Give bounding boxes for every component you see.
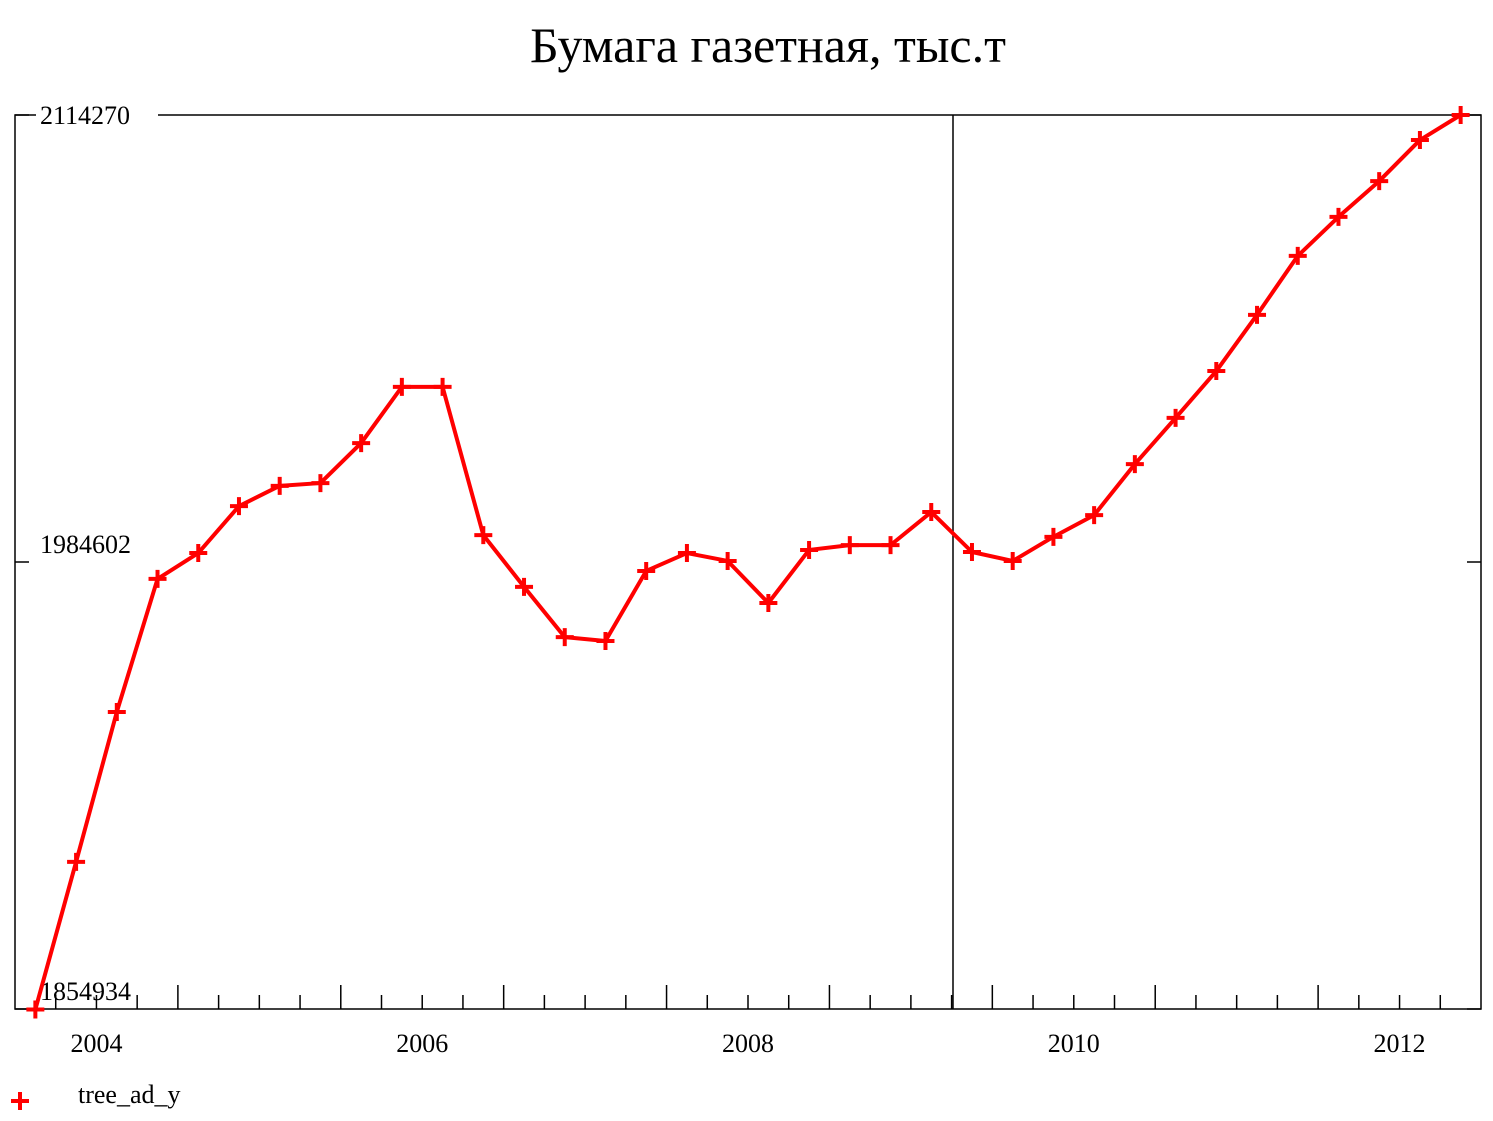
series-line <box>33 113 1462 1010</box>
point-marker <box>352 434 371 453</box>
legend-marker <box>11 1092 29 1110</box>
point-marker <box>840 536 859 555</box>
point-marker <box>637 561 656 580</box>
point-marker <box>759 594 778 613</box>
point-marker <box>881 536 900 555</box>
point-marker <box>1451 106 1470 124</box>
point-marker <box>189 544 208 563</box>
point-marker <box>1003 551 1022 570</box>
point-marker <box>1125 455 1144 474</box>
x-tick-label: 2006 <box>396 1029 448 1058</box>
point-marker <box>311 474 330 493</box>
point-marker <box>107 702 126 721</box>
point-marker <box>962 543 981 562</box>
point-marker <box>392 377 411 396</box>
x-tick-label: 2010 <box>1048 1029 1100 1058</box>
y-tick-label: 1854934 <box>40 977 131 1006</box>
point-marker <box>1085 506 1104 525</box>
y-tick-label: 2114270 <box>40 101 130 130</box>
point-marker <box>229 497 248 516</box>
point-marker <box>596 631 615 650</box>
chart-title: Бумага газетная, тыс.т <box>530 17 1006 73</box>
point-marker <box>922 503 941 522</box>
point-marker <box>718 551 737 570</box>
point-marker <box>148 569 167 588</box>
plot-frame <box>14 114 1482 1010</box>
point-marker <box>800 540 819 559</box>
point-marker <box>515 577 534 596</box>
point-marker <box>1288 246 1307 265</box>
x-tick-label: 2008 <box>722 1029 774 1058</box>
point-marker <box>1370 172 1389 191</box>
label-bg <box>36 101 158 129</box>
point-marker <box>555 628 574 647</box>
point-marker <box>1329 207 1348 226</box>
point-marker <box>1248 305 1267 324</box>
x-tick-label: 2012 <box>1374 1029 1426 1058</box>
point-marker <box>474 526 493 545</box>
point-marker <box>1410 131 1429 150</box>
point-marker <box>1166 408 1185 427</box>
x-tick-label: 2004 <box>70 1029 122 1058</box>
point-marker <box>67 852 86 871</box>
point-marker <box>1044 527 1063 546</box>
point-marker <box>433 377 452 396</box>
point-marker <box>270 476 289 495</box>
y-tick-label: 1984602 <box>40 530 131 559</box>
point-marker <box>26 1000 45 1019</box>
point-marker <box>677 544 696 563</box>
legend-label: tree_ad_y <box>78 1080 181 1109</box>
point-marker <box>1207 362 1226 381</box>
